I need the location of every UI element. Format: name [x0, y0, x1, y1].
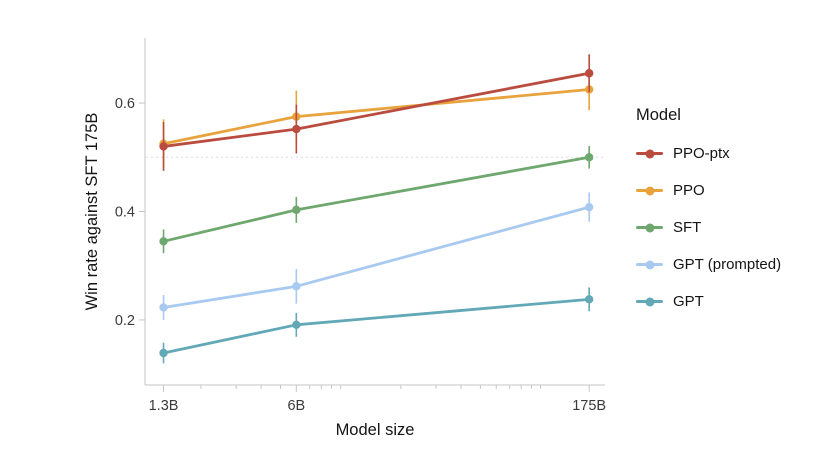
legend-label: SFT [673, 219, 702, 236]
series-line-SFT [162, 155, 591, 243]
data-point-GPT [159, 348, 168, 358]
legend-swatch-dot [645, 149, 654, 158]
legend-swatch-dot [645, 297, 654, 306]
legend-item-ppo-ptx: PPO-ptx [636, 145, 781, 162]
data-point-SFT [159, 237, 168, 246]
y-tick-label: 0.6 [115, 96, 135, 112]
data-point-SFT [584, 153, 594, 162]
series-line-GPT (prompted) [162, 205, 591, 309]
legend-swatch-dot [645, 223, 654, 232]
data-point-SFT [292, 205, 301, 215]
y-tick-label: 0.2 [115, 313, 135, 329]
legend-label: GPT [673, 293, 704, 310]
legend-label: GPT (prompted) [673, 256, 782, 273]
legend-swatch-line [636, 297, 663, 306]
data-point-PPO-ptx [292, 124, 301, 134]
legend-item-sft: SFT [636, 219, 781, 236]
data-point-GPT [292, 320, 301, 330]
x-tick-label: 175B [572, 398, 606, 414]
legend-swatch-line [636, 223, 663, 232]
data-point-PPO-ptx [159, 142, 168, 151]
legend-swatch-line [636, 260, 663, 269]
data-point-GPT [584, 295, 594, 304]
y-axis-title: Win rate against SFT 175B [83, 113, 101, 311]
data-point-GPT (prompted) [159, 303, 168, 312]
legend-swatch-line [636, 186, 663, 195]
legend-label: PPO [673, 182, 705, 199]
legend-item-gpt-prompted: GPT (prompted) [636, 256, 781, 273]
legend-label: PPO-ptx [673, 145, 730, 162]
legend-swatch-dot [645, 186, 654, 195]
legend-item-ppo: PPO [636, 182, 781, 199]
series-line-PPO [162, 88, 591, 146]
legend: Model PPO-ptx PPO SFT GPT (prompted) GPT [636, 106, 781, 330]
x-tick-label: 1.3B [149, 398, 179, 414]
legend-item-gpt: GPT [636, 293, 781, 310]
data-point-PPO-ptx [584, 69, 594, 78]
series-line-GPT [162, 297, 591, 355]
legend-swatch-line [636, 149, 663, 158]
data-point-GPT (prompted) [584, 202, 594, 212]
x-tick-label: 6B [287, 398, 305, 414]
data-point-GPT (prompted) [292, 282, 301, 291]
y-tick-label: 0.4 [115, 205, 135, 221]
legend-title: Model [636, 106, 681, 124]
legend-swatch-dot [645, 260, 654, 269]
x-axis-title: Model size [336, 421, 415, 439]
